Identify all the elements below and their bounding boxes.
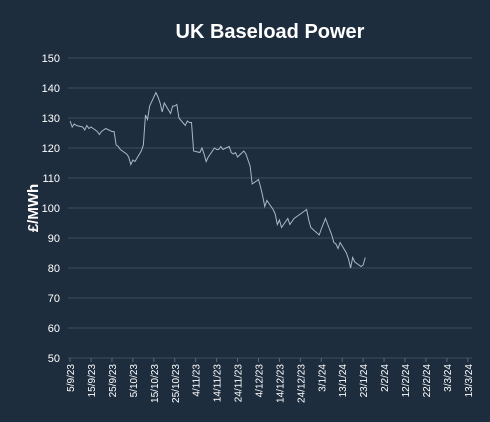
y-tick-label: 130 [42,113,60,125]
x-tick-label: 24/12/23 [296,364,307,403]
y-tick-label: 90 [48,233,60,245]
x-tick-label: 3/1/24 [317,364,328,392]
y-tick-label: 70 [48,293,60,305]
x-tick-label: 15/9/23 [87,364,98,398]
x-tick-label: 3/3/24 [443,364,454,392]
x-tick-label: 5/10/23 [129,364,140,398]
x-tick-label: 13/3/24 [464,364,475,398]
chart-title: UK Baseload Power [176,21,365,43]
y-tick-label: 80 [48,263,60,275]
x-tick-label: 13/1/24 [338,364,349,398]
data-line [69,91,366,269]
y-tick-label: 140 [42,83,60,95]
x-tick-label: 4/11/23 [192,364,203,397]
x-tick-label: 25/10/23 [171,364,182,403]
x-tick-label: 14/12/23 [275,364,286,403]
x-tick-label: 22/2/24 [422,364,433,398]
y-tick-label: 60 [48,323,60,335]
y-tick-label: 110 [42,173,60,185]
y-tick-label: 150 [42,53,60,65]
x-tick-label: 24/11/23 [234,364,245,403]
x-tick-label: 15/10/23 [150,364,161,403]
x-tick-label: 4/12/23 [254,364,265,398]
x-tick-label: 5/9/23 [66,364,77,392]
x-tick-label: 23/1/24 [359,364,370,398]
x-tick-label: 14/11/23 [213,364,224,403]
y-tick-label: 50 [48,353,60,365]
x-tick-label: 2/2/24 [380,364,391,392]
y-tick-label: 100 [42,203,60,215]
x-tick-label: 25/9/23 [108,364,119,398]
x-tick-label: 12/2/24 [401,364,412,398]
y-tick-label: 120 [42,143,60,155]
y-axis-label: £/MWh [25,184,42,232]
